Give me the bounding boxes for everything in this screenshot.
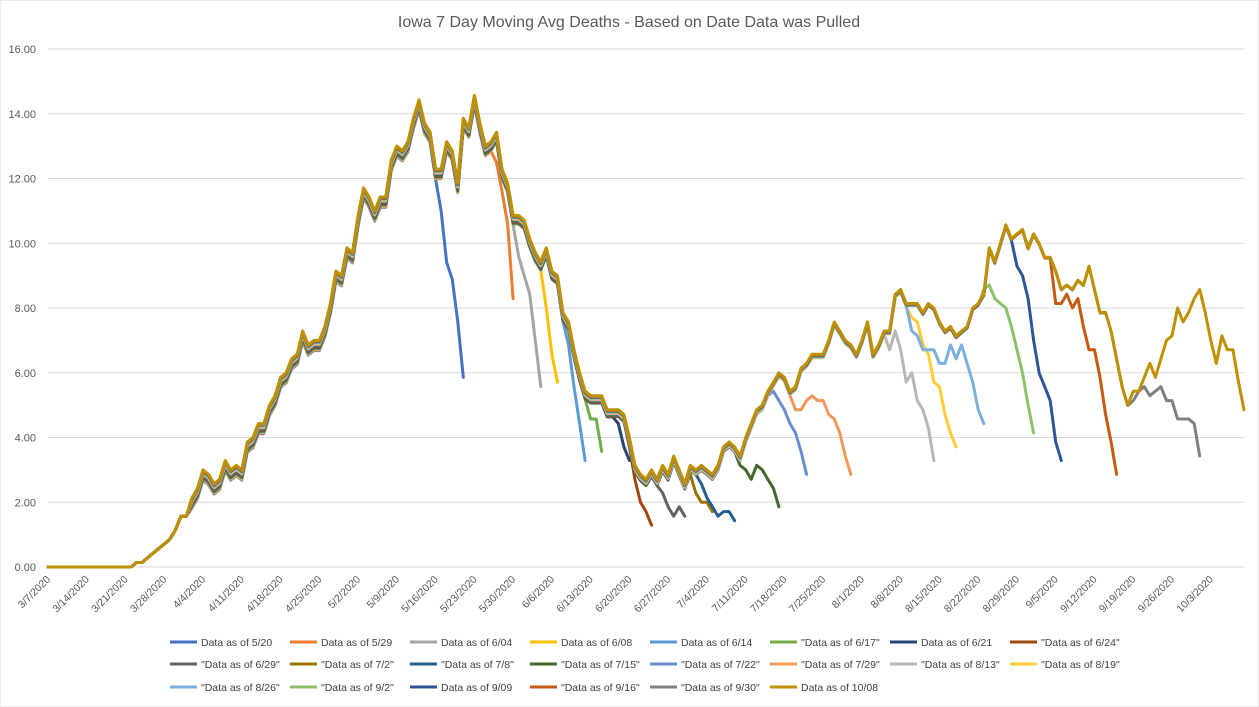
- y-tick-label: 6.00: [15, 368, 36, 380]
- legend-label: Data as of 6/21: [921, 637, 992, 649]
- legend-label: "Data as of 6/24": [1041, 637, 1120, 649]
- legend: Data as of 5/20 Data as of 5/29 Data as of…: [170, 637, 1120, 694]
- legend-label: "Data as of 9/16": [561, 682, 640, 694]
- legend-label: Data as of 6/04: [441, 637, 512, 649]
- legend-label: "Data as of 6/17": [801, 637, 880, 649]
- legend-label: "Data as of 7/2": [321, 659, 394, 671]
- legend-label: Data as of 9/09: [441, 682, 512, 694]
- y-tick-label: 16.00: [8, 44, 36, 56]
- legend-label: Data as of 5/29: [321, 637, 392, 649]
- legend-label: "Data as of 7/29": [801, 659, 880, 671]
- legend-label: "Data as of 7/15": [561, 659, 640, 671]
- legend-label: "Data as of 9/30": [681, 682, 760, 694]
- legend-label: "Data as of 8/19": [1041, 659, 1120, 671]
- legend-label: "Data as of 8/13": [921, 659, 1000, 671]
- y-axis-tick-labels: 0.00 2.00 4.00 6.00 8.00 10.00 12.00 14.00 16.00: [8, 44, 36, 574]
- legend-label: "Data as of 9/2": [321, 682, 394, 694]
- legend-label: "Data as of 6/29": [201, 659, 280, 671]
- legend-label: Data as of 6/14: [681, 637, 752, 649]
- legend-label: Data as of 5/20: [201, 637, 272, 649]
- legend-label: "Data as of 7/8": [441, 659, 514, 671]
- y-tick-label: 12.00: [8, 174, 36, 186]
- y-tick-label: 2.00: [15, 497, 36, 509]
- y-tick-label: 10.00: [8, 238, 36, 250]
- legend-label: "Data as of 7/22": [681, 659, 760, 671]
- series-lines: [46, 93, 1246, 569]
- y-tick-label: 14.00: [8, 109, 36, 121]
- legend-label: "Data as of 8/26": [201, 682, 280, 694]
- legend-label: Data as of 6/08: [561, 637, 632, 649]
- y-tick-label: 0.00: [15, 562, 36, 574]
- gridlines: [48, 48, 1244, 568]
- y-tick-label: 4.00: [15, 433, 36, 445]
- y-tick-label: 8.00: [15, 303, 36, 315]
- chart-title: Iowa 7 Day Moving Avg Deaths - Based on …: [398, 14, 860, 31]
- series-line-22: [46, 93, 1246, 569]
- legend-label: Data as of 10/08: [801, 682, 878, 694]
